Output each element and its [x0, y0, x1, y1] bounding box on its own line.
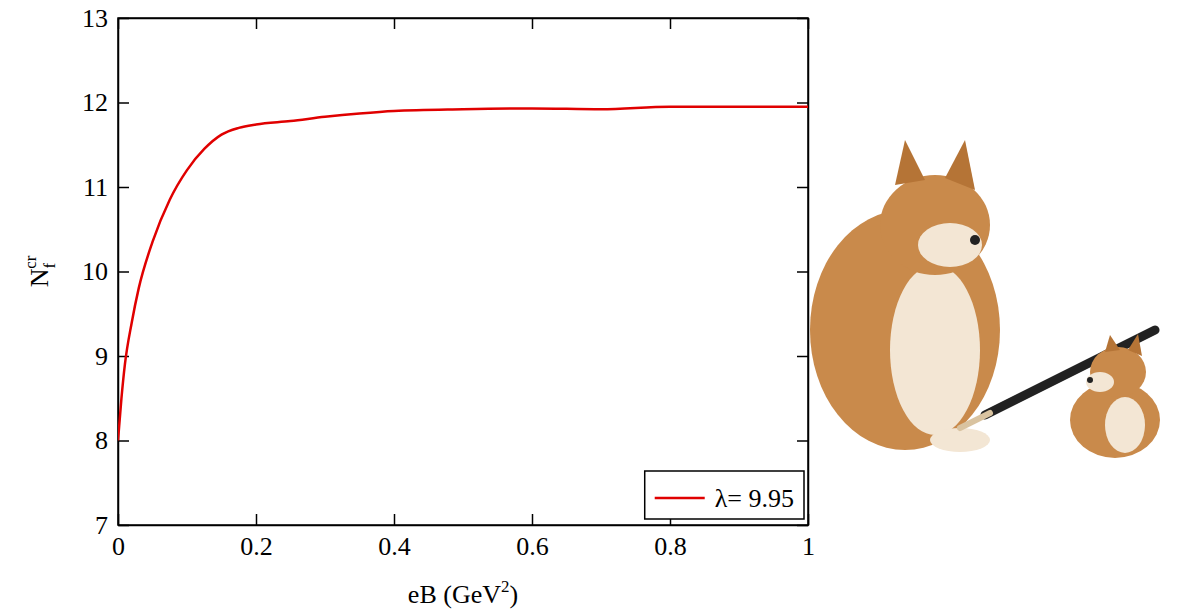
tick [797, 525, 808, 526]
bat-handle [960, 413, 990, 428]
tick-mark [118, 356, 129, 358]
x-axis-title: eB (GeV2) [408, 577, 518, 609]
tick-label: 8 [95, 426, 108, 455]
tick: 0.4 [378, 514, 411, 561]
y-axis-right [797, 19, 809, 526]
tick: 8 [95, 426, 129, 455]
axis-line [119, 18, 809, 20]
tick-mark [797, 525, 808, 527]
tick [797, 18, 808, 19]
tick-label: 0.8 [654, 532, 687, 561]
legend-box [645, 471, 804, 519]
tick-label: 0.6 [516, 532, 549, 561]
tick-mark [797, 187, 808, 189]
tick-mark [118, 102, 129, 104]
illustration [810, 140, 1160, 458]
tick [797, 103, 808, 104]
tick-mark [797, 356, 808, 358]
tick-label: 9 [95, 342, 108, 371]
tick-label: 0 [112, 532, 125, 561]
tick-mark [394, 514, 396, 525]
tick-label: 12 [82, 88, 108, 117]
big-dog-chest [890, 265, 980, 435]
tick-label: 13 [82, 4, 108, 33]
small-dog-nose [1087, 377, 1093, 383]
x-axis-title-text: ) [509, 580, 518, 609]
tick: 11 [83, 173, 129, 202]
axis-line [119, 525, 809, 527]
x-axis: 0 0.2 0.4 0.6 0.8 1 [112, 514, 815, 561]
plot: 0 0.2 0.4 0.6 0.8 1 7 8 9 10 11 12 13 λ= 9.95 [82, 4, 815, 562]
legend-label: λ= 9.95 [715, 484, 794, 513]
small-dog-ear [1128, 334, 1142, 356]
tick-mark [797, 102, 808, 104]
tick [256, 18, 257, 29]
tick [394, 18, 395, 29]
tick-mark [670, 18, 672, 29]
big-dog-ear [895, 140, 925, 185]
tick-mark [118, 271, 129, 273]
tick-label: 0.2 [240, 532, 273, 561]
x-axis-title-sup: 2 [501, 577, 509, 596]
x-axis-top [119, 18, 809, 29]
tick: 10 [82, 257, 129, 286]
small-dog-chest [1105, 397, 1145, 453]
legend-swatch [655, 497, 705, 500]
tick: 7 [95, 511, 129, 540]
y-axis: 7 8 9 10 11 12 13 [82, 4, 129, 540]
y-axis-title: Nfcr [21, 255, 59, 287]
tick-mark [394, 18, 396, 29]
tick-mark [118, 525, 129, 527]
tick: 0.6 [516, 514, 549, 561]
tick [670, 18, 671, 29]
x-axis-title-text: eB (GeV [408, 580, 501, 609]
tick: 12 [82, 88, 129, 117]
tick [797, 441, 808, 442]
small-dog-ear [1105, 335, 1120, 352]
tick: 0.8 [654, 514, 687, 561]
tick-mark [118, 18, 129, 20]
y-axis-title-sup: cr [21, 255, 40, 268]
tick [532, 18, 533, 29]
tick-label: 0.4 [378, 532, 411, 561]
tick-mark [797, 271, 808, 273]
chart: 0 0.2 0.4 0.6 0.8 1 7 8 9 10 11 12 13 λ= 9.95 eB (GeV2… [0, 0, 1191, 611]
tick: 13 [82, 4, 129, 33]
plot-frame [118, 18, 808, 525]
tick-mark [256, 514, 258, 525]
tick-mark [797, 440, 808, 442]
tick: 0.2 [240, 514, 273, 561]
tick-mark [256, 18, 258, 29]
big-dog-ear [945, 140, 975, 190]
y-axis-title-text: N [25, 268, 54, 287]
tick-mark [118, 187, 129, 189]
big-dog-nose [970, 235, 980, 245]
series-line [118, 107, 808, 441]
tick-mark [118, 440, 129, 442]
big-dog-muzzle [918, 223, 982, 267]
tick-label: 1 [802, 532, 815, 561]
tick-label: 10 [82, 257, 108, 286]
tick-label: 7 [95, 511, 108, 540]
tick [797, 272, 808, 273]
y-axis-title-sub: f [40, 262, 59, 268]
big-dog-head [880, 175, 990, 275]
tick-mark [532, 18, 534, 29]
tick [797, 187, 808, 188]
small-dog-muzzle [1086, 372, 1114, 392]
tick-mark [532, 514, 534, 525]
tick [797, 356, 808, 357]
big-dog-paw [930, 428, 990, 452]
tick-mark [797, 18, 808, 20]
tick-label: 11 [83, 173, 108, 202]
lines [118, 107, 808, 441]
legend: λ= 9.95 [645, 471, 804, 519]
legend-item: λ= 9.95 [655, 484, 794, 513]
